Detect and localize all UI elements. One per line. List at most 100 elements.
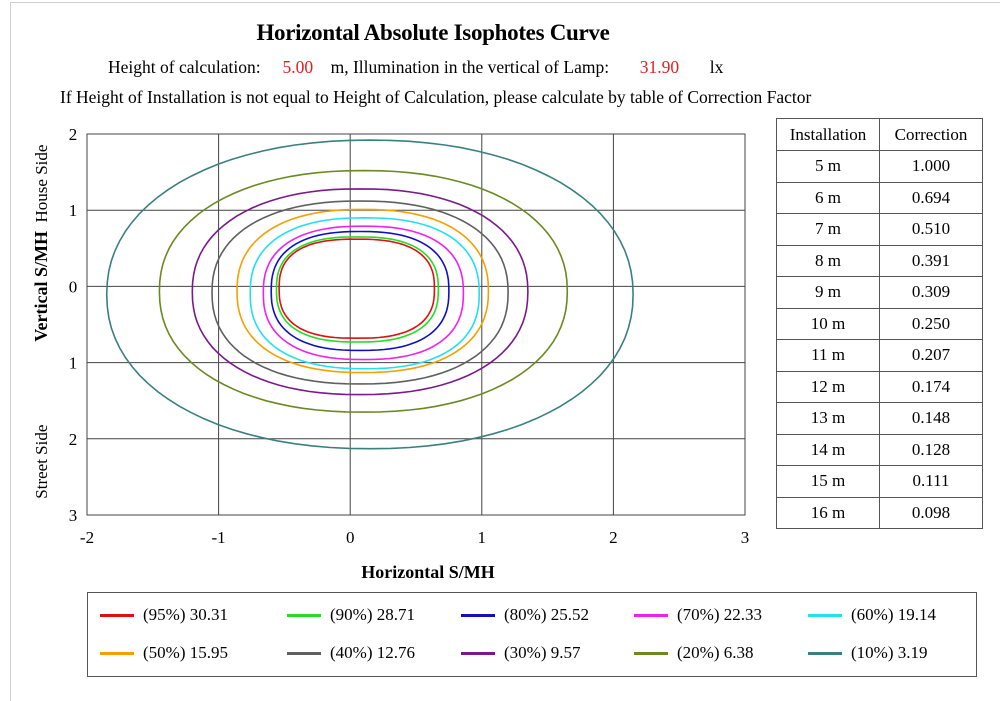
chart-title: Horizontal Absolute Isophotes Curve — [256, 20, 610, 45]
x-tick-label: -2 — [80, 528, 94, 547]
legend-label: (70%) 22.33 — [677, 605, 762, 624]
calculation-info: Height of calculation: 5.00 m, Illuminat… — [108, 57, 723, 78]
x-tick-label: 0 — [346, 528, 355, 547]
legend-label: (95%) 30.31 — [143, 605, 228, 624]
table-body: 5 m 1.000 6 m 0.694 7 m 0.510 8 m 0.391 9 m 0.309… — [776, 150, 983, 529]
legend-swatch — [461, 651, 495, 655]
correction-factor-cell: 0.250 — [879, 307, 983, 340]
house-side-label: House Side — [32, 145, 51, 223]
table-row: 12 m 0.174 — [776, 370, 983, 403]
y-tick-label: 1 — [69, 201, 78, 220]
table-header-installation: Installation — [776, 118, 880, 151]
x-tick-label: 3 — [741, 528, 750, 547]
x-tick-label: 2 — [609, 528, 618, 547]
table-header-correction: Correction — [879, 118, 983, 151]
legend-item: (60%) 19.14 — [808, 603, 936, 627]
y-axis-label: Vertical S/MH — [31, 231, 51, 342]
correction-factor-cell: 0.098 — [879, 496, 983, 529]
table-row: 5 m 1.000 — [776, 150, 983, 183]
legend-label: (10%) 3.19 — [851, 643, 928, 662]
legend-item: (30%) 9.57 — [461, 641, 580, 665]
correction-factor-cell: 0.148 — [879, 402, 983, 435]
installation-height-cell: 9 m — [776, 276, 880, 309]
x-axis-label: Horizontal S/MH — [361, 562, 495, 582]
installation-height-cell: 11 m — [776, 339, 880, 372]
calc-height-value: 5.00 — [282, 57, 314, 77]
street-side-label: Street Side — [32, 425, 51, 499]
legend-swatch — [287, 613, 321, 617]
installation-height-cell: 14 m — [776, 433, 880, 466]
isophote-curve — [278, 238, 436, 340]
legend-swatch — [634, 651, 668, 655]
installation-height-cell: 13 m — [776, 402, 880, 435]
correction-factor-table: Installation Correction 5 m 1.000 6 m 0.694… — [776, 118, 983, 529]
correction-factor-cell: 0.694 — [879, 181, 983, 214]
table-row: 16 m 0.098 — [776, 496, 983, 529]
installation-height-cell: 16 m — [776, 496, 880, 529]
table-header-row: Installation Correction — [776, 118, 983, 151]
isophote-curve — [191, 188, 529, 396]
table-row: 6 m 0.694 — [776, 181, 983, 214]
legend-label: (20%) 6.38 — [677, 643, 754, 662]
table-row: 14 m 0.128 — [776, 433, 983, 466]
isophote-curve — [158, 169, 569, 413]
legend-item: (70%) 22.33 — [634, 603, 762, 627]
installation-height-cell: 5 m — [776, 150, 880, 183]
legend-label: (90%) 28.71 — [330, 605, 415, 624]
installation-height-cell: 6 m — [776, 181, 880, 214]
table-row: 13 m 0.148 — [776, 402, 983, 435]
installation-height-cell: 12 m — [776, 370, 880, 403]
y-tick-label: 2 — [69, 430, 78, 449]
installation-height-cell: 10 m — [776, 307, 880, 340]
legend-swatch — [634, 613, 668, 617]
isophote-curve — [270, 230, 450, 352]
legend-swatch — [100, 613, 134, 617]
table-row: 10 m 0.250 — [776, 307, 983, 340]
table-row: 11 m 0.207 — [776, 339, 983, 372]
installation-height-cell: 7 m — [776, 213, 880, 246]
legend-item: (95%) 30.31 — [100, 603, 228, 627]
correction-factor-cell: 0.128 — [879, 433, 983, 466]
page-frame-left — [10, 2, 11, 701]
y-tick-label: 1 — [69, 354, 78, 373]
legend-label: (50%) 15.95 — [143, 643, 228, 662]
correction-note: If Height of Installation is not equal t… — [60, 87, 812, 107]
calc-height-label: Height of calculation: — [108, 57, 261, 77]
table-row: 9 m 0.309 — [776, 276, 983, 309]
x-tick-label: 1 — [478, 528, 487, 547]
legend-swatch — [808, 651, 842, 655]
correction-factor-cell: 0.391 — [879, 244, 983, 277]
lamp-illumination-value: 31.90 — [639, 57, 680, 77]
legend-swatch — [461, 613, 495, 617]
legend-item: (80%) 25.52 — [461, 603, 589, 627]
y-tick-label: 3 — [69, 506, 78, 525]
lamp-illumination-label: m, Illumination in the vertical of Lamp: — [330, 57, 610, 77]
legend-label: (40%) 12.76 — [330, 643, 415, 662]
isophote-curve — [236, 208, 490, 374]
correction-factor-cell: 0.174 — [879, 370, 983, 403]
table-row: 15 m 0.111 — [776, 465, 983, 498]
legend-label: (80%) 25.52 — [504, 605, 589, 624]
legend-item: (50%) 15.95 — [100, 641, 228, 665]
chart-legend: (95%) 30.31 (90%) 28.71 (80%) 25.52 (70%) 2… — [87, 592, 977, 677]
legend-swatch — [287, 651, 321, 655]
legend-swatch — [100, 651, 134, 655]
correction-factor-cell: 0.309 — [879, 276, 983, 309]
correction-factor-cell: 0.510 — [879, 213, 983, 246]
isophote-curve — [249, 216, 481, 370]
y-tick-label: 0 — [69, 277, 78, 296]
isophote-curve — [105, 139, 634, 450]
correction-factor-cell: 0.207 — [879, 339, 983, 372]
isophote-curve — [275, 236, 440, 343]
legend-label: (30%) 9.57 — [504, 643, 581, 662]
table-row: 7 m 0.510 — [776, 213, 983, 246]
isophote-curve — [211, 200, 509, 385]
illumination-unit: lx — [709, 57, 724, 77]
plot-frame — [86, 133, 746, 516]
installation-height-cell: 15 m — [776, 465, 880, 498]
table-row: 8 m 0.391 — [776, 244, 983, 277]
correction-factor-cell: 1.000 — [879, 150, 983, 183]
legend-swatch — [808, 613, 842, 617]
legend-label: (60%) 19.14 — [851, 605, 936, 624]
